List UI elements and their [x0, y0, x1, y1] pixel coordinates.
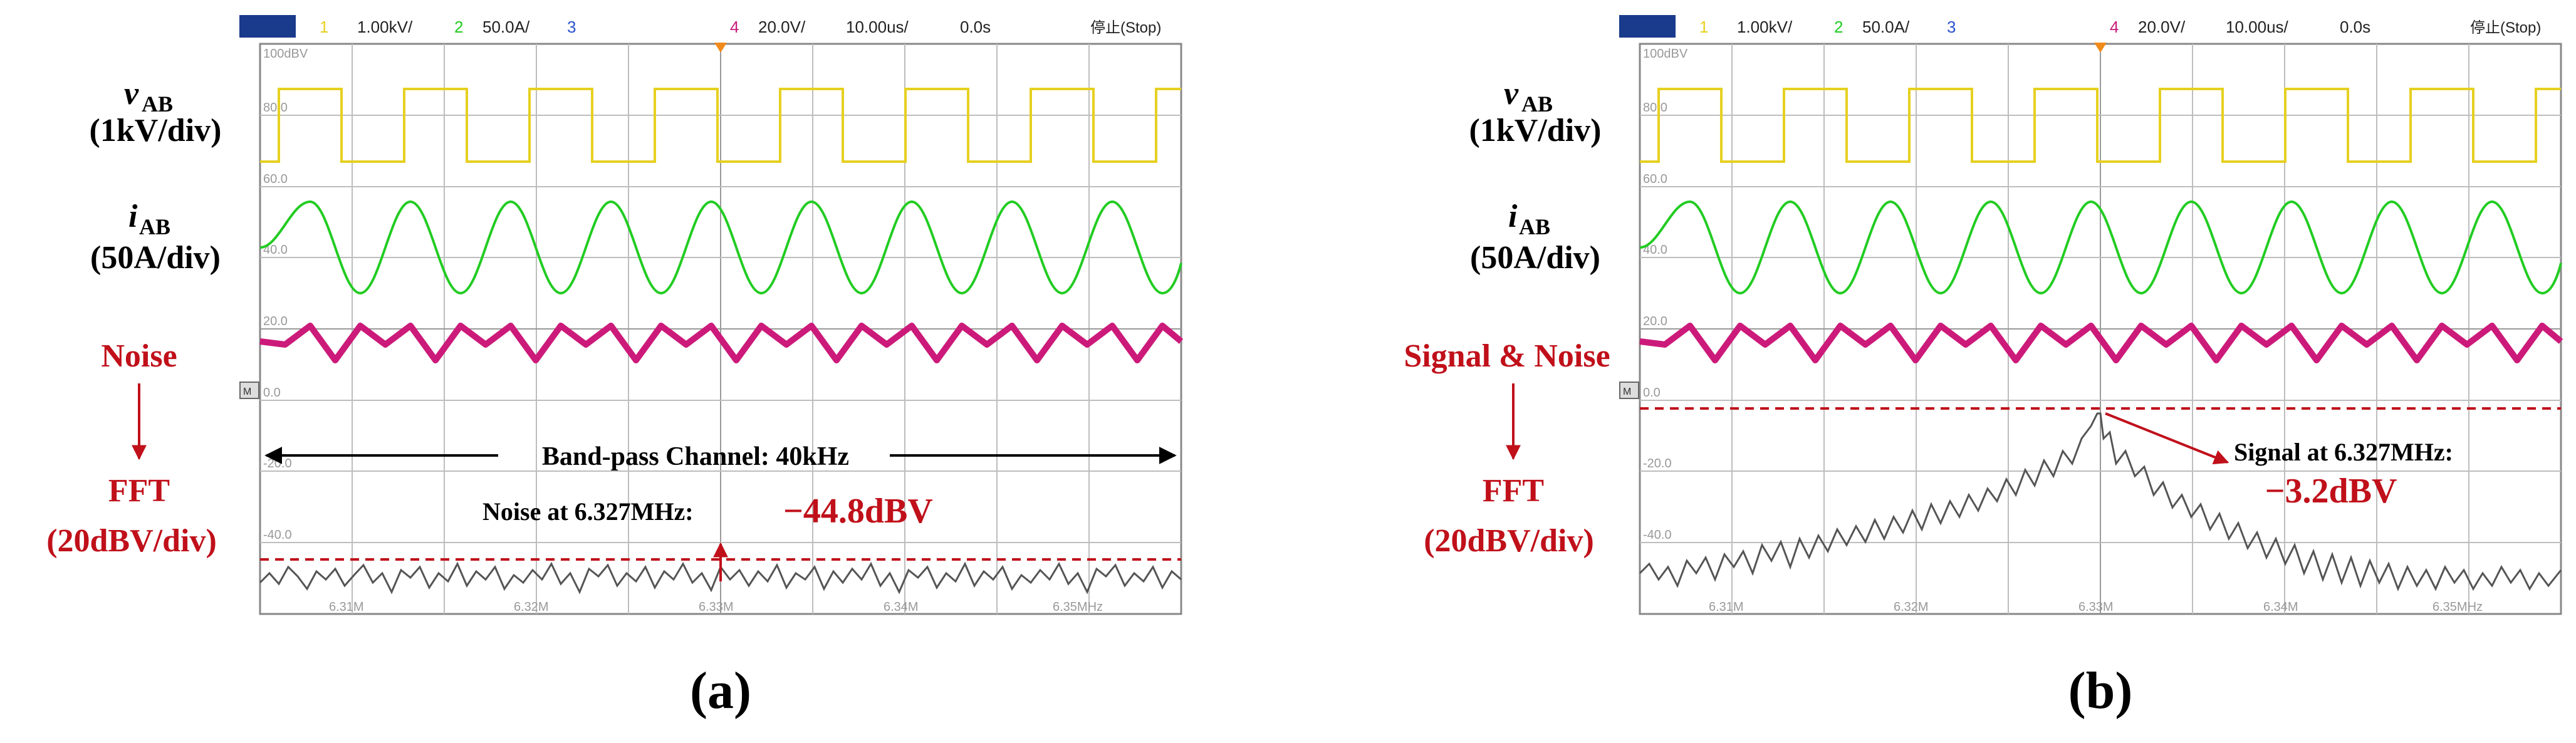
ch2-scale: 50.0A/	[1862, 18, 1910, 36]
ch2-scale: 50.0A/	[482, 18, 530, 36]
panel-caption-b: (b)	[2068, 662, 2133, 720]
scale-label: 40.0	[1643, 243, 1667, 257]
ch2-iab-trace	[1639, 200, 2562, 295]
freq-tick: 6.32M	[514, 600, 549, 614]
iab-symbol: i	[128, 199, 138, 234]
math-channel-icon: M	[1619, 382, 1639, 399]
signal-pointer-arrow	[2105, 412, 2229, 465]
ch2-number: 2	[1834, 18, 1843, 36]
freq-tick: 6.34M	[2263, 600, 2298, 614]
freq-tick: 6.32M	[1894, 600, 1929, 614]
scope-screen: 100dBV 80.0 60.0 40.0 20.0 0.0 -20.0 -40…	[239, 43, 1184, 615]
ch1-vab-trace	[1640, 88, 2561, 163]
vab-scale: (1kV/div)	[90, 113, 222, 148]
freq-tick: 6.31M	[1709, 600, 1744, 614]
run-state: 停止(Stop)	[2470, 19, 2541, 36]
ch2-number: 2	[454, 18, 463, 36]
scope-status-bar: 1 1.00kV/ 2 50.0A/ 3 4 20.0V/ 10.00us/ 0…	[1618, 14, 2561, 39]
trigger-marker-icon	[714, 43, 727, 53]
svg-text:M: M	[243, 387, 251, 397]
freq-tick: 6.35MHz	[2433, 600, 2483, 614]
fft-spectrum-trace	[1639, 412, 2562, 592]
noise-label: Noise	[101, 338, 177, 374]
scale-label: 0.0	[263, 386, 281, 400]
math-channel-icon: M	[239, 382, 259, 399]
ch3-number: 3	[1947, 18, 1956, 36]
bandpass-label: Band-pass Channel: 40kHz	[542, 442, 849, 471]
ch3-number: 3	[567, 18, 576, 36]
vab-symbol: v	[1504, 76, 1519, 112]
iab-subscript: AB	[1519, 214, 1550, 239]
annotations: Signal at 6.327MHz: −3.2dBV	[1640, 407, 2561, 511]
vab-scale: (1kV/div)	[1469, 113, 1602, 148]
ch1-scale: 1.00kV/	[1737, 18, 1793, 36]
signal-measurement-value: −3.2dBV	[2265, 472, 2397, 511]
ch4-number: 4	[2110, 18, 2119, 36]
panel-a: 1 1.00kV/ 2 50.0A/ 3 4 20.0V/ 10.00us/ 0…	[46, 14, 1184, 720]
ch4-number: 4	[730, 18, 739, 36]
panel-b: 1 1.00kV/ 2 50.0A/ 3 4 20.0V/ 10.00us/ 0…	[1404, 14, 2563, 720]
timebase: 10.00us/	[846, 18, 909, 36]
signal-measurement-label: Signal at 6.327MHz:	[2234, 438, 2453, 466]
status-bar-badge	[1619, 15, 1676, 38]
trigger-marker-icon	[2094, 43, 2107, 53]
ch4-noise-trace	[259, 323, 1184, 363]
scale-label: -40.0	[1643, 528, 1672, 542]
scale-label: 60.0	[1643, 172, 1667, 186]
ch1-vab-trace	[260, 88, 1181, 163]
iab-scale: (50A/div)	[90, 240, 221, 276]
ch2-iab-trace	[259, 200, 1182, 295]
status-bar-badge	[239, 15, 296, 38]
ch4-scale: 20.0V/	[758, 18, 806, 36]
scale-label: 0.0	[1643, 386, 1661, 400]
fft-label: FFT	[1483, 473, 1544, 509]
scale-label: -20.0	[263, 457, 292, 470]
scale-label: -40.0	[263, 528, 292, 542]
timebase: 10.00us/	[2226, 18, 2289, 36]
fft-scale: (20dBV/div)	[1424, 523, 1594, 559]
ch1-scale: 1.00kV/	[357, 18, 413, 36]
iab-subscript: AB	[139, 214, 170, 239]
scale-label: 20.0	[263, 314, 288, 328]
scale-label-top: 100dBV	[263, 47, 308, 61]
scale-label: 60.0	[263, 172, 288, 186]
scale-label: 80.0	[1643, 101, 1667, 115]
scale-label: 20.0	[1643, 314, 1667, 328]
panel-caption-a: (a)	[690, 662, 751, 720]
fft-label: FFT	[108, 473, 170, 509]
scale-label: -20.0	[1643, 457, 1672, 470]
iab-scale: (50A/div)	[1470, 240, 1600, 276]
fft-scale: (20dBV/div)	[46, 523, 217, 559]
scope-status-bar: 1 1.00kV/ 2 50.0A/ 3 4 20.0V/ 10.00us/ 0…	[238, 14, 1181, 39]
scale-label: 40.0	[263, 243, 288, 257]
iab-symbol: i	[1508, 199, 1518, 234]
svg-text:M: M	[1623, 387, 1631, 397]
vab-subscript: AB	[1521, 91, 1553, 117]
annotations: Band-pass Channel: 40kHz Noise at 6.327M…	[260, 442, 1181, 581]
freq-tick: 6.31M	[329, 600, 364, 614]
trace-labels: v AB (1kV/div) i AB (50A/div) Signal & N…	[1404, 76, 1610, 559]
freq-tick: 6.34M	[884, 600, 919, 614]
scale-label-top: 100dBV	[1643, 47, 1688, 61]
signal-noise-label: Signal & Noise	[1404, 338, 1610, 374]
vab-symbol: v	[124, 76, 139, 112]
trigger-delay: 0.0s	[2340, 18, 2370, 36]
ch1-number: 1	[320, 18, 328, 36]
ch1-number: 1	[1699, 18, 1708, 36]
freq-tick: 6.33M	[2078, 600, 2114, 614]
noise-measurement-value: −44.8dBV	[783, 492, 933, 531]
noise-measurement-label: Noise at 6.327MHz:	[482, 497, 694, 526]
scale-label: 80.0	[263, 101, 288, 115]
ch4-noise-trace	[1639, 323, 2563, 363]
vab-subscript: AB	[142, 91, 173, 117]
freq-tick: 6.35MHz	[1053, 600, 1103, 614]
freq-tick: 6.33M	[699, 600, 734, 614]
scope-screen: 100dBV 80.0 60.0 40.0 20.0 0.0 -20.0 -40…	[1619, 43, 2563, 615]
trace-labels: v AB (1kV/div) i AB (50A/div) Noise FFT …	[46, 76, 221, 559]
run-state: 停止(Stop)	[1090, 19, 1161, 36]
ch4-scale: 20.0V/	[2138, 18, 2186, 36]
trigger-delay: 0.0s	[960, 18, 991, 36]
